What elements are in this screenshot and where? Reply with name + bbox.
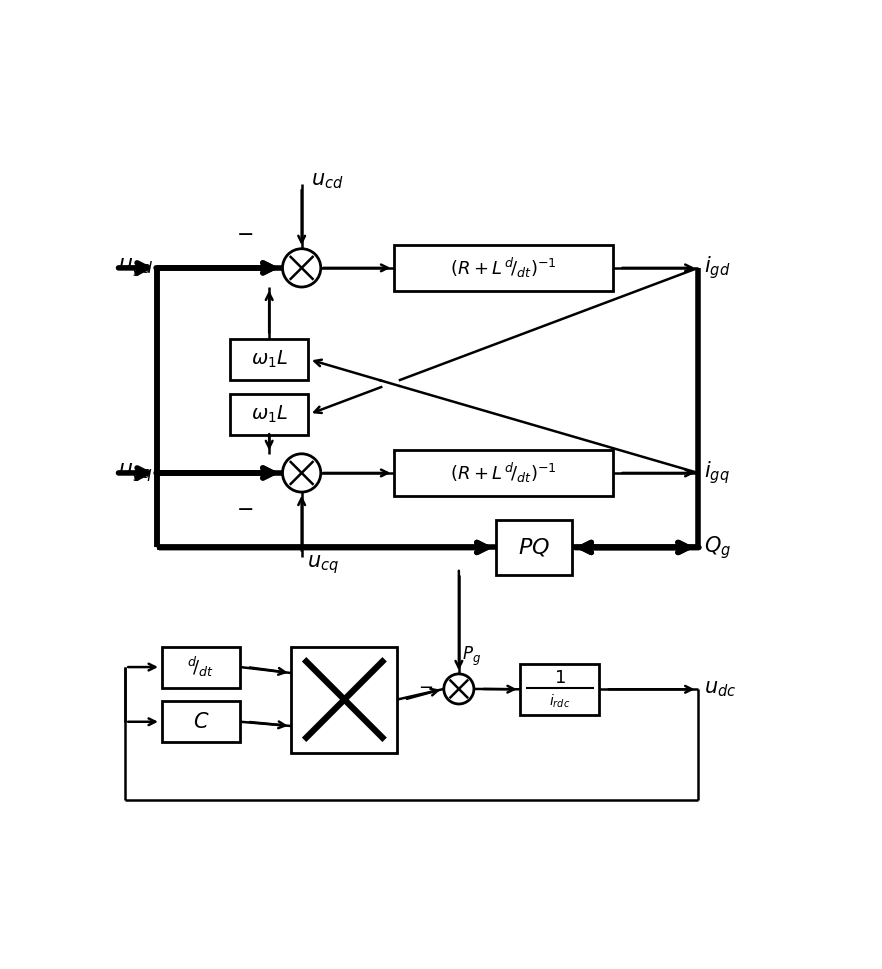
Bar [230,339,309,380]
Text: $\boldsymbol{i_{gd}}$: $\boldsymbol{i_{gd}}$ [704,255,730,281]
Bar [230,393,309,435]
Text: $(R+L\,\mathit{^{d}\!/_{dt}})^{-1}$: $(R+L\,\mathit{^{d}\!/_{dt}})^{-1}$ [450,461,557,485]
Bar [497,520,572,575]
Bar [520,664,599,715]
Text: $\boldsymbol{i_{gq}}$: $\boldsymbol{i_{gq}}$ [704,459,729,486]
Text: $\boldsymbol{u_{gd}}$: $\boldsymbol{u_{gd}}$ [118,257,154,279]
Text: $\omega_1 L$: $\omega_1 L$ [250,403,288,424]
Text: $\omega_1 L$: $\omega_1 L$ [250,349,288,370]
Text: $\boldsymbol{u_{cq}}$: $\boldsymbol{u_{cq}}$ [307,553,339,577]
Circle shape [282,453,321,492]
Text: $i_{rdc}$: $i_{rdc}$ [549,693,571,710]
Text: $-$: $-$ [236,223,253,243]
Bar [291,646,398,753]
Text: $(R+L\,\mathit{^{d}\!/_{dt}})^{-1}$: $(R+L\,\mathit{^{d}\!/_{dt}})^{-1}$ [450,256,557,280]
Text: $1$: $1$ [554,670,565,687]
Circle shape [444,673,474,704]
Bar [161,702,240,742]
Text: $\mathit{^{d}\!/_{dt}}$: $\mathit{^{d}\!/_{dt}}$ [187,655,214,679]
Text: $-$: $-$ [418,677,434,695]
Text: $\boldsymbol{u_{gq}}$: $\boldsymbol{u_{gq}}$ [118,461,153,484]
Circle shape [382,374,400,392]
Bar [161,646,240,688]
Text: $\boldsymbol{u_{cd}}$: $\boldsymbol{u_{cd}}$ [310,171,343,191]
Text: $C$: $C$ [192,712,209,732]
Text: $P_g$: $P_g$ [462,645,482,669]
Text: $\boldsymbol{u_{dc}}$: $\boldsymbol{u_{dc}}$ [704,679,736,700]
Bar [394,244,613,291]
Bar [394,450,613,496]
Text: $\boldsymbol{Q_g}$: $\boldsymbol{Q_g}$ [704,534,730,561]
Text: $\mathit{PQ}$: $\mathit{PQ}$ [518,537,550,558]
Text: $-$: $-$ [236,497,253,517]
Circle shape [282,249,321,287]
